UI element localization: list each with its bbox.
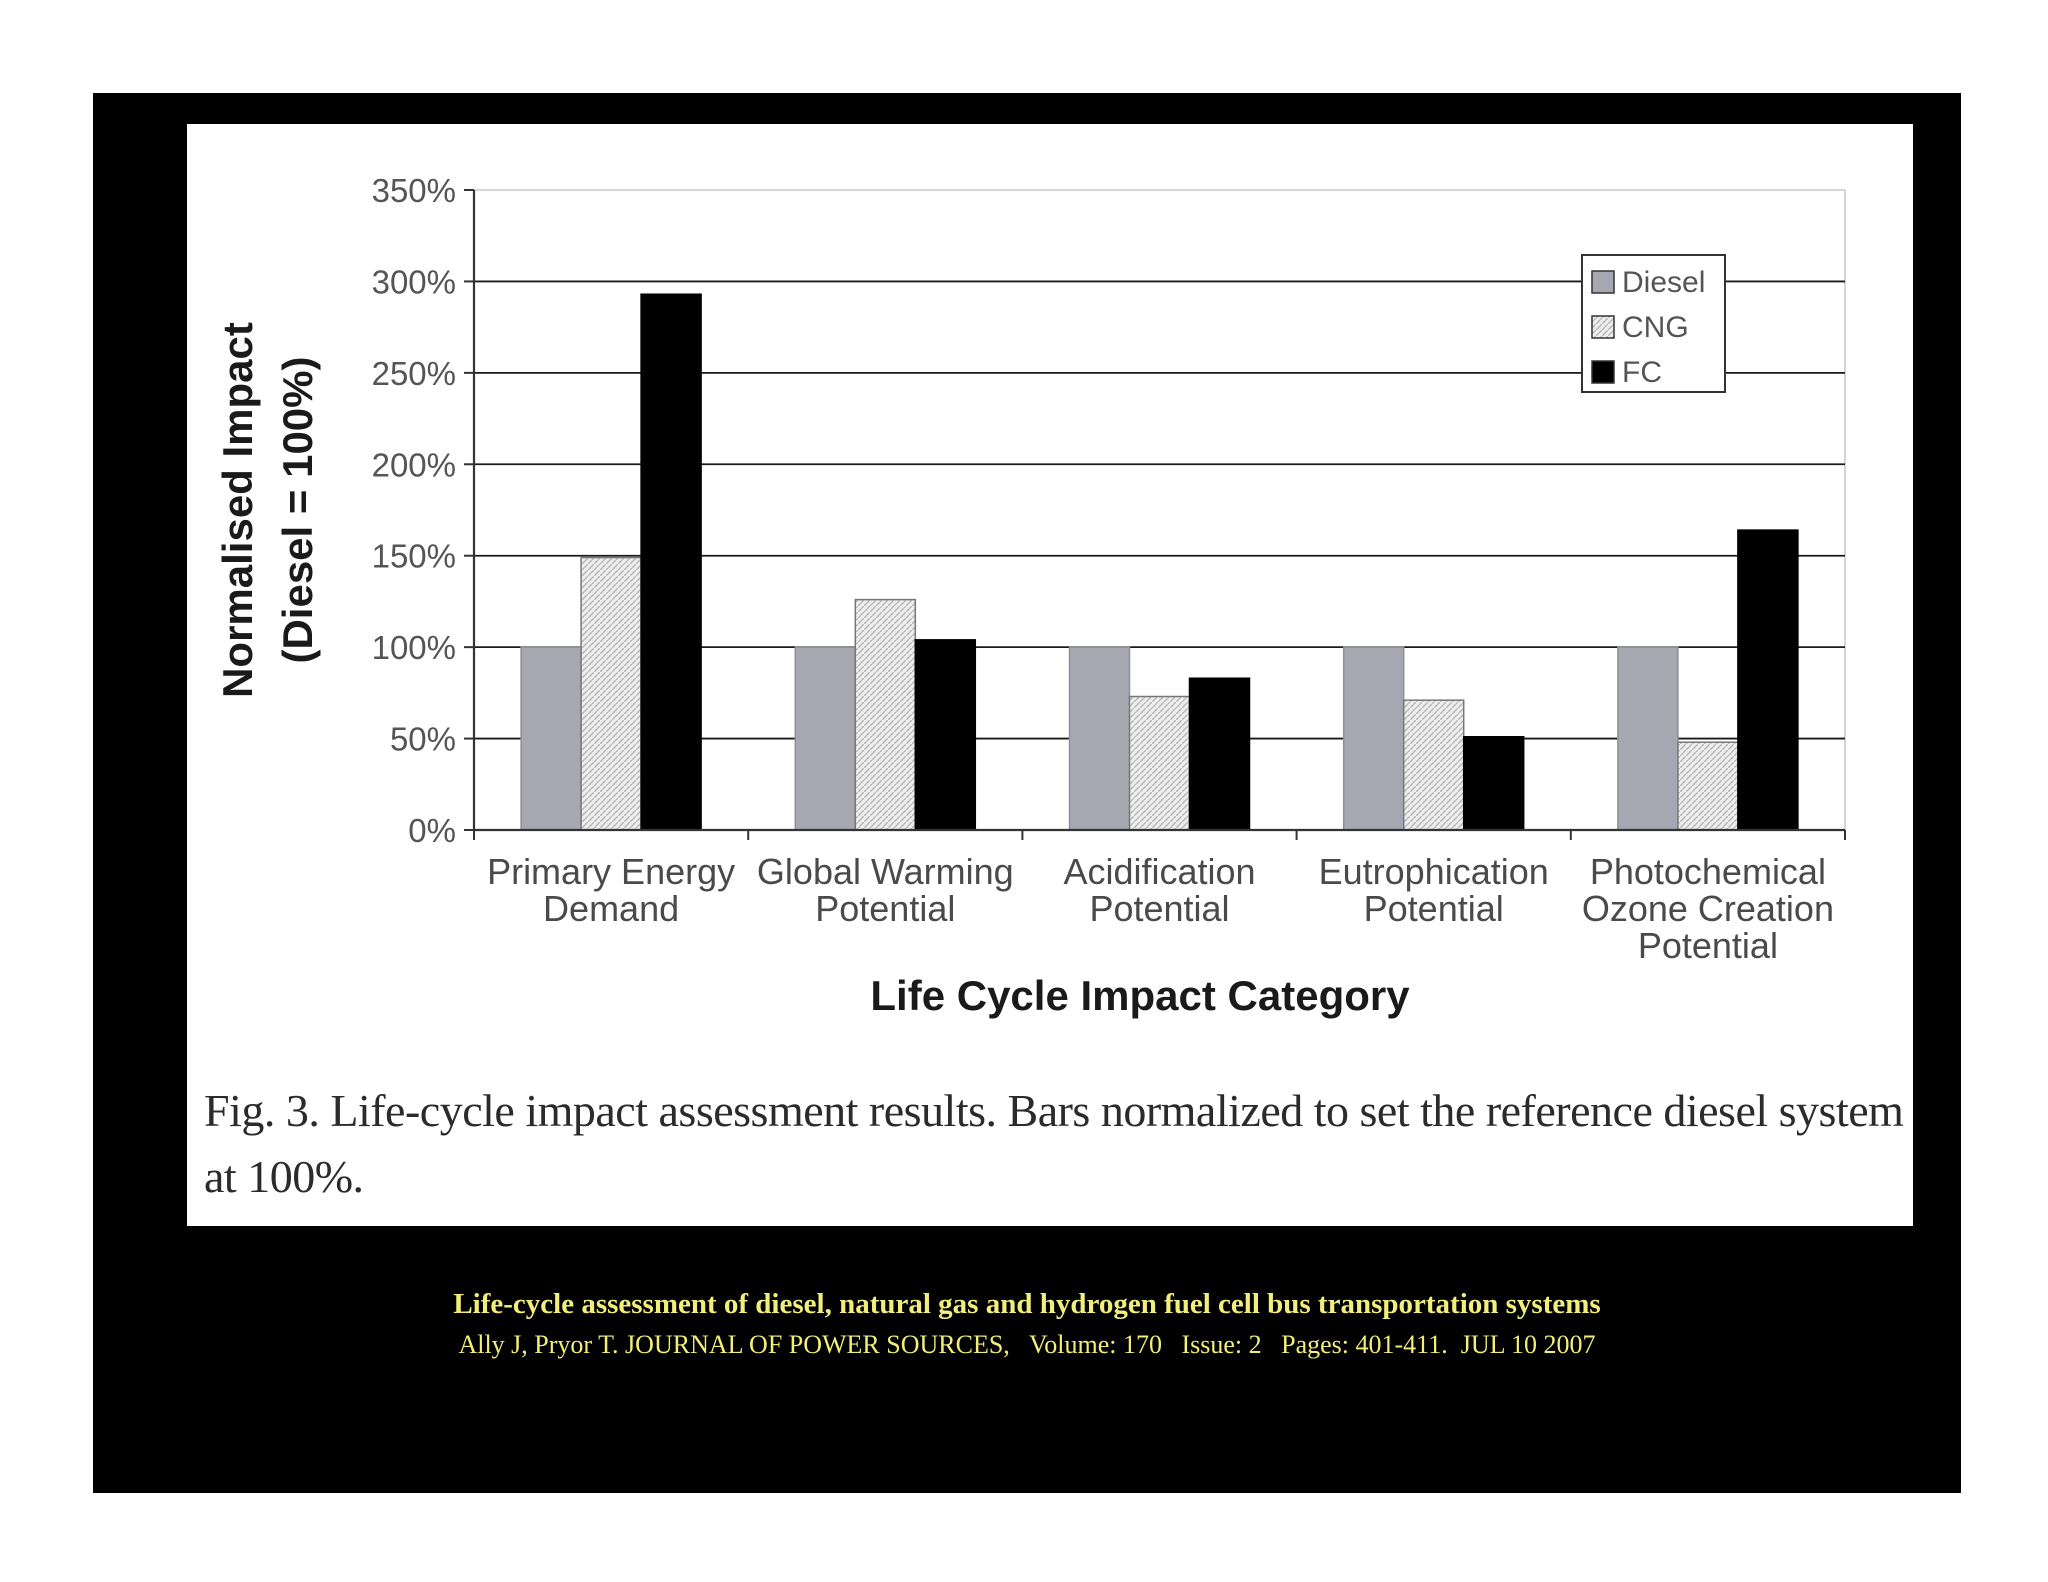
- x-category-label: Demand: [543, 888, 679, 929]
- legend-label: FC: [1622, 356, 1662, 389]
- bar-fc: [1462, 735, 1525, 831]
- paper-title: Life-cycle assessment of diesel, natural…: [453, 1288, 1601, 1320]
- figure-caption: Fig. 3. Life-cycle impact assessment res…: [204, 1085, 1904, 1202]
- y-tick-label: 100%: [372, 629, 456, 666]
- x-category-label: Global Warming: [757, 851, 1014, 892]
- y-axis-title: Normalised Impact: [214, 322, 261, 698]
- x-category-label: Potential: [1638, 925, 1778, 966]
- x-category-label: Eutrophication: [1319, 851, 1549, 892]
- bar-cng: [1677, 741, 1739, 831]
- legend-label: CNG: [1622, 311, 1689, 344]
- y-tick-label: 200%: [372, 446, 456, 483]
- y-axis-title: (Diesel = 100%): [274, 356, 321, 663]
- paper-citation: Ally J, Pryor T. JOURNAL OF POWER SOURCE…: [458, 1330, 1596, 1359]
- bar-cng: [1402, 699, 1465, 831]
- bar-diesel: [520, 646, 582, 831]
- bar-fc: [1737, 529, 1799, 831]
- x-category-label: Potential: [1089, 888, 1229, 929]
- x-category-label: Potential: [1364, 888, 1504, 929]
- x-category-label: Ozone Creation: [1582, 888, 1834, 929]
- bar-diesel: [1617, 646, 1679, 831]
- y-tick-label: 350%: [372, 172, 456, 209]
- legend-label: Diesel: [1622, 266, 1705, 299]
- x-axis-title: Life Cycle Impact Category: [870, 972, 1410, 1019]
- bar-diesel: [794, 646, 857, 831]
- x-category-label: Potential: [815, 888, 955, 929]
- bar-fc: [914, 639, 977, 831]
- y-tick-label: 50%: [390, 721, 456, 758]
- legend-swatch-fc: [1591, 360, 1615, 384]
- y-tick-label: 150%: [372, 538, 456, 575]
- x-category-label: Acidification: [1063, 851, 1255, 892]
- bar-diesel: [1068, 646, 1131, 831]
- legend-swatch-diesel: [1591, 270, 1615, 294]
- bar-fc: [640, 293, 702, 831]
- y-tick-label: 250%: [372, 355, 456, 392]
- x-category-label: Photochemical: [1590, 851, 1826, 892]
- bar-fc: [1188, 677, 1251, 831]
- bar-diesel: [1342, 646, 1405, 831]
- legend-swatch-cng: [1591, 315, 1615, 339]
- y-tick-label: 0%: [408, 812, 456, 849]
- bar-cng: [1128, 695, 1191, 831]
- bar-cng: [580, 556, 642, 831]
- x-category-label: Primary Energy: [487, 851, 735, 892]
- bar-cng: [854, 598, 917, 831]
- y-tick-label: 300%: [372, 263, 456, 300]
